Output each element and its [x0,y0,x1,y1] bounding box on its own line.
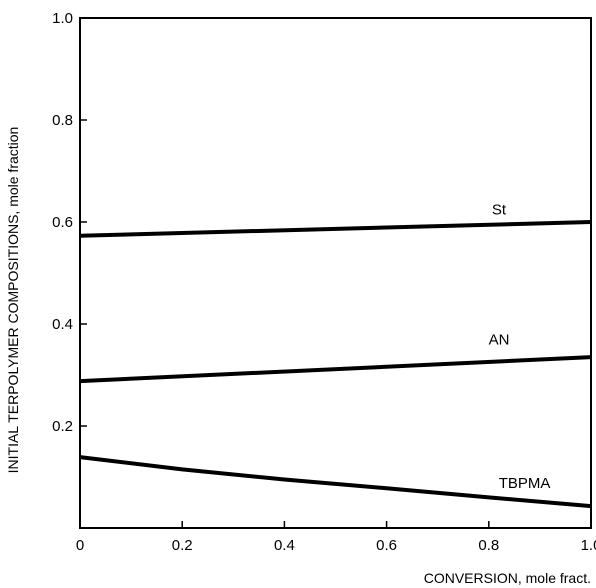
y-tick-label: 1.0 [52,10,73,27]
series-line-an [79,355,592,384]
y-tick-label: 0.4 [52,316,73,333]
x-tick-label: 0.8 [478,537,499,554]
plot-frame [79,17,592,529]
y-axis-title: INITIAL TERPOLYMER COMPOSITIONS, mole fr… [5,127,21,474]
y-axis-ticks: 0.2 0.4 0.6 0.8 1.0 [52,10,87,435]
series-group: St AN TBPMA [79,201,592,509]
x-tick-label: 0.4 [274,537,295,554]
plot-border [79,17,592,529]
series-line-tbpma [79,455,592,509]
x-tick-label: 1.0 [581,537,596,554]
series-line-st [79,220,592,238]
y-tick-label: 0.8 [52,112,73,129]
x-axis-ticks: 0 0.2 0.4 0.6 0.8 1.0 [76,521,596,554]
x-axis-title: CONVERSION, mole fract. [424,570,591,586]
x-tick-label: 0.2 [172,537,193,554]
x-tick-label: 0.6 [376,537,397,554]
y-tick-label: 0.6 [52,214,73,231]
y-tick-label: 0.2 [52,418,73,435]
series-label-st: St [492,201,507,218]
series-label-tbpma: TBPMA [499,475,551,492]
x-tick-label: 0 [76,537,84,554]
series-label-an: AN [489,331,510,348]
